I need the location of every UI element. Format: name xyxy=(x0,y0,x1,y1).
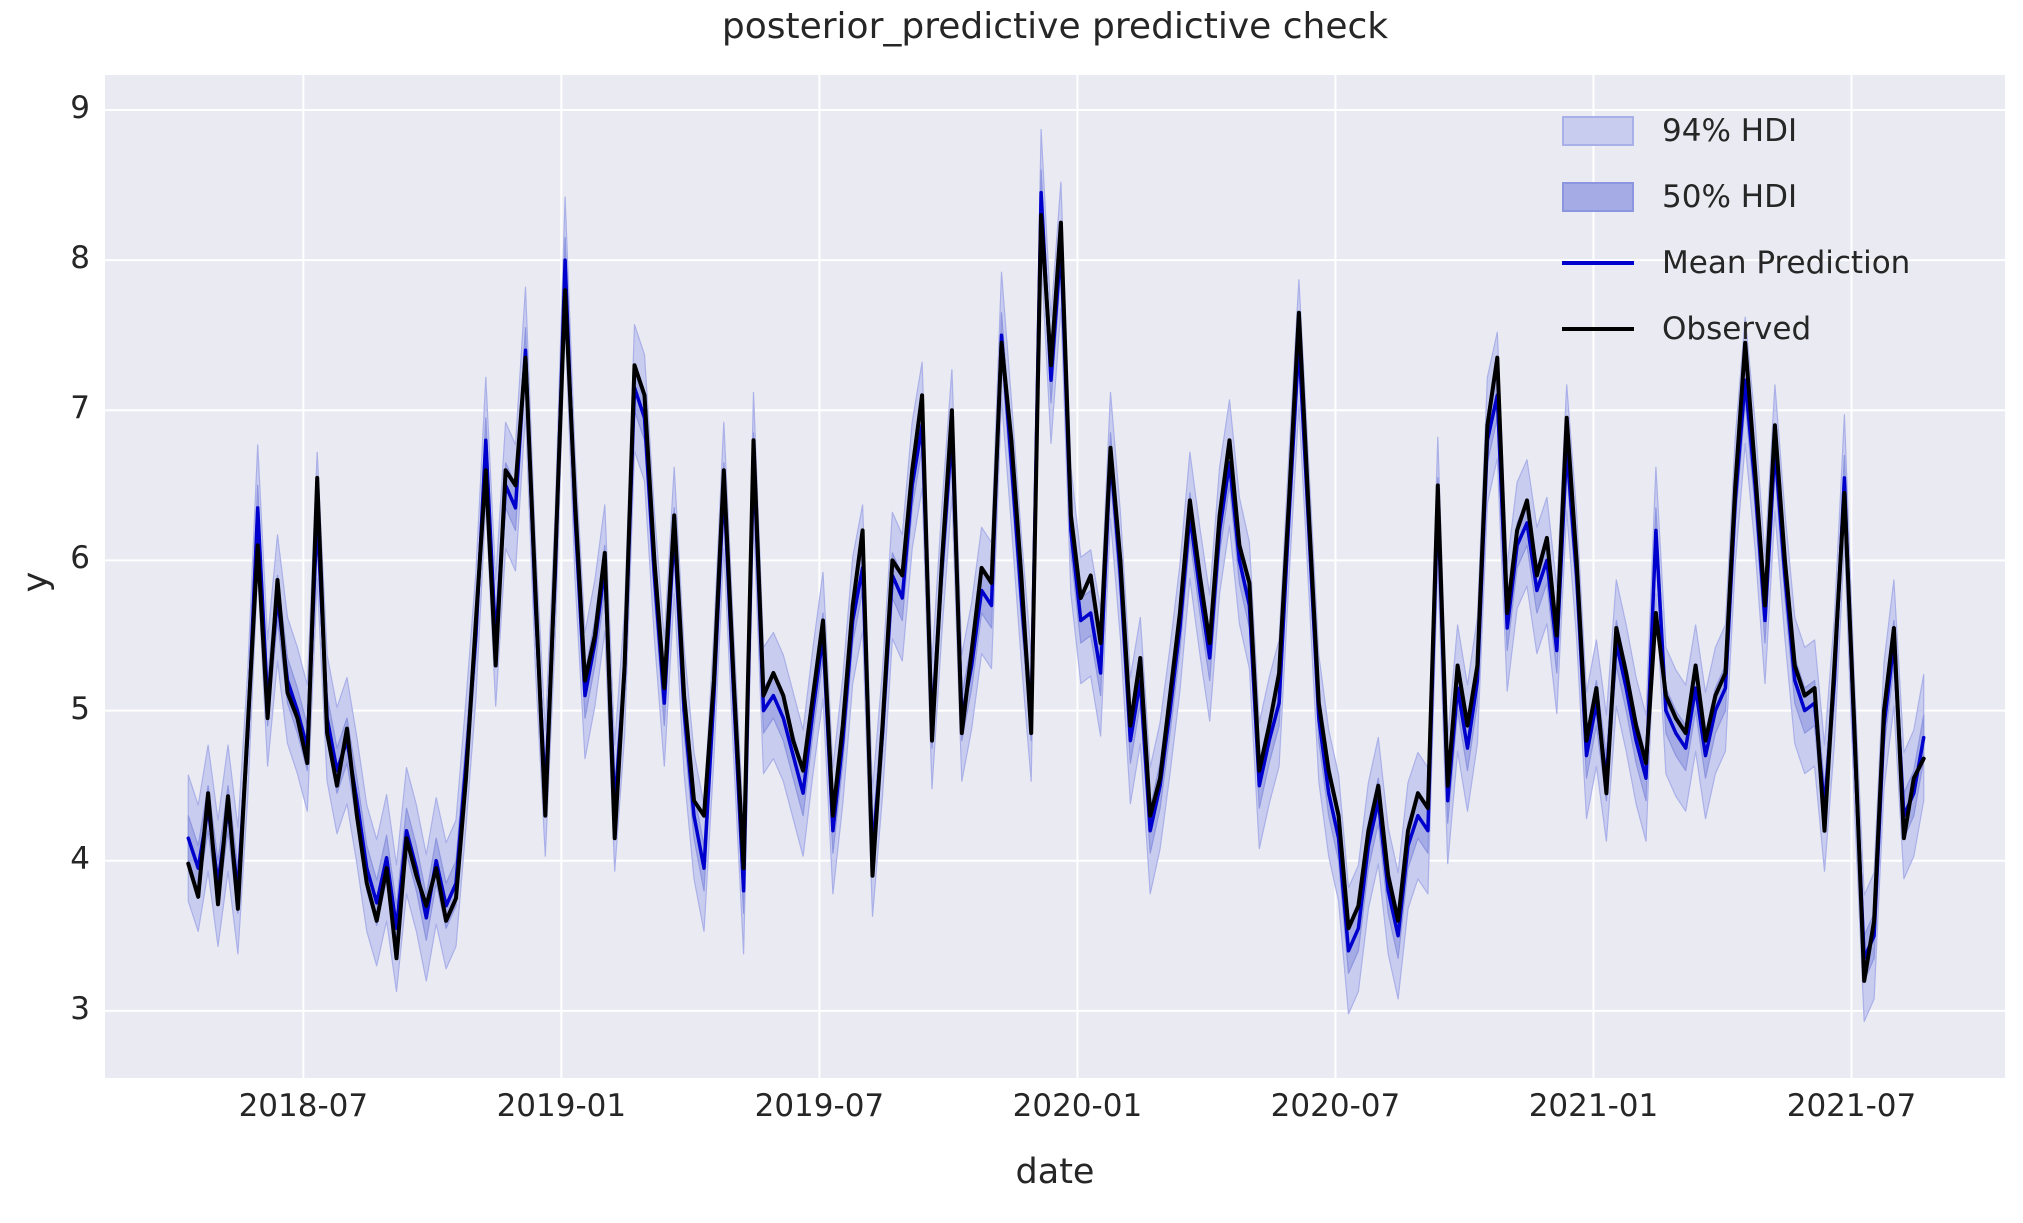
y-tick-label: 6 xyxy=(70,540,90,577)
y-tick-label: 5 xyxy=(70,690,90,727)
x-tick-label: 2020-01 xyxy=(1012,1088,1143,1124)
legend-patch-swatch xyxy=(1562,116,1634,146)
legend-item-label: 94% HDI xyxy=(1662,113,1798,149)
x-tick-label: 2020-07 xyxy=(1270,1088,1401,1124)
legend-item: Observed xyxy=(1562,296,1910,362)
observed-line xyxy=(186,213,1926,983)
x-axis-label: date xyxy=(1015,1152,1095,1192)
y-tick-label: 3 xyxy=(70,990,90,1027)
legend-item: 94% HDI xyxy=(1562,98,1910,164)
x-tick-label: 2018-07 xyxy=(238,1088,369,1124)
legend-item-label: Mean Prediction xyxy=(1662,245,1911,281)
x-tick-label: 2019-07 xyxy=(754,1088,885,1124)
x-tick-label: 2021-01 xyxy=(1528,1088,1659,1124)
legend-line-swatch xyxy=(1562,327,1634,331)
y-tick-label: 9 xyxy=(70,89,90,126)
legend-patch-swatch xyxy=(1562,182,1634,212)
y-tick-label: 4 xyxy=(70,840,90,877)
x-tick-label: 2019-01 xyxy=(496,1088,627,1124)
chart-title: posterior_predictive predictive check xyxy=(721,6,1389,47)
y-tick-label: 8 xyxy=(70,240,90,277)
legend-item: Mean Prediction xyxy=(1562,230,1910,296)
legend-item-label: Observed xyxy=(1662,311,1812,347)
x-tick-label: 2021-07 xyxy=(1786,1088,1917,1124)
legend-item-label: 50% HDI xyxy=(1662,179,1798,215)
legend-line-swatch xyxy=(1562,261,1634,265)
legend-item: 50% HDI xyxy=(1562,164,1910,230)
legend: 94% HDI 50% HDI Mean Prediction Observed xyxy=(1562,98,1910,362)
y-tick-label: 7 xyxy=(70,390,90,427)
